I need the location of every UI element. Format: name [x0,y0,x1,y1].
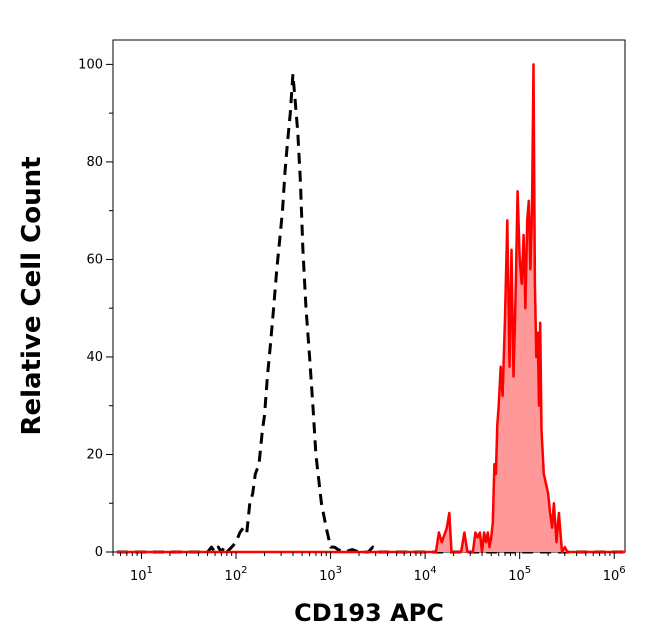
y-tick-label: 60 [86,252,103,267]
plot-frame [112,39,626,553]
x-tick-label: 105 [508,565,531,584]
y-tick-label: 40 [86,350,103,365]
x-tick-label: 106 [603,565,626,584]
x-tick-label: 104 [414,565,437,584]
y-tick-label: 80 [86,155,103,170]
x-tick-label: 102 [225,565,248,584]
series-1-line [116,63,625,554]
y-axis-label: Relative Cell Count [17,156,47,435]
plot-area [112,39,626,553]
x-tick-label: 103 [319,565,342,584]
x-tick-label: 101 [130,565,153,584]
x-axis-ticks: 101 102 103 104 105 106 [112,552,626,584]
y-tick-label: 100 [78,57,103,72]
y-tick-label: 0 [95,545,103,560]
x-axis-label: CD193 APC [294,599,444,627]
y-tick-label: 20 [86,447,103,462]
y-axis-ticks: 0 20 40 60 80 100 [78,57,113,560]
series-layer [116,63,626,554]
